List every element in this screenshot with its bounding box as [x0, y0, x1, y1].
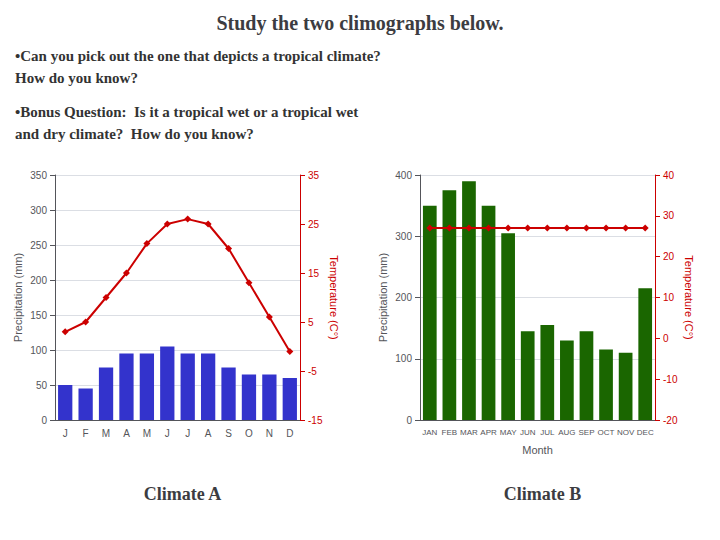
svg-text:0: 0	[41, 415, 47, 426]
svg-text:D: D	[286, 428, 293, 439]
svg-text:40: 40	[663, 170, 675, 181]
svg-text:0: 0	[663, 333, 669, 344]
svg-text:J: J	[63, 428, 68, 439]
svg-text:and dry climate? How do you k: and dry climate? How do you know?	[15, 126, 254, 142]
svg-text:N: N	[266, 428, 273, 439]
svg-text:200: 200	[395, 292, 412, 303]
svg-text:Climate B: Climate B	[504, 484, 581, 504]
svg-text:J: J	[165, 428, 170, 439]
svg-text:Precipitation (mm): Precipitation (mm)	[12, 253, 24, 342]
svg-text:A: A	[123, 428, 130, 439]
svg-text:•Bonus Question: Is it a trop: •Bonus Question: Is it a tropical wet or…	[15, 104, 358, 120]
svg-text:JAN: JAN	[422, 428, 437, 437]
svg-text:-5: -5	[308, 366, 317, 377]
svg-text:O: O	[245, 428, 253, 439]
svg-text:MAR: MAR	[460, 428, 478, 437]
svg-text:300: 300	[30, 205, 47, 216]
svg-text:F: F	[83, 428, 89, 439]
svg-text:30: 30	[663, 210, 675, 221]
svg-text:Climate A: Climate A	[144, 484, 221, 504]
svg-text:Temperature (C°): Temperature (C°)	[683, 255, 695, 339]
svg-text:JUL: JUL	[540, 428, 555, 437]
svg-text:M: M	[143, 428, 151, 439]
svg-text:DEC: DEC	[637, 428, 654, 437]
svg-text:100: 100	[30, 345, 47, 356]
svg-text:Precipitation (mm): Precipitation (mm)	[377, 253, 389, 342]
svg-text:350: 350	[30, 170, 47, 181]
svg-text:400: 400	[395, 170, 412, 181]
svg-text:JUN: JUN	[520, 428, 536, 437]
svg-text:-15: -15	[308, 415, 323, 426]
svg-text:15: 15	[308, 268, 320, 279]
svg-text:APR: APR	[480, 428, 497, 437]
svg-text:•Can you pick out the one that: •Can you pick out the one that depicts a…	[15, 48, 381, 64]
svg-text:J: J	[185, 428, 190, 439]
svg-text:FEB: FEB	[442, 428, 458, 437]
svg-text:SEP: SEP	[578, 428, 594, 437]
svg-text:NOV: NOV	[617, 428, 635, 437]
svg-text:300: 300	[395, 231, 412, 242]
svg-text:Temperature (C°): Temperature (C°)	[328, 255, 340, 339]
svg-text:5: 5	[308, 317, 314, 328]
svg-text:How do you know?: How do you know?	[15, 70, 138, 86]
svg-text:A: A	[205, 428, 212, 439]
svg-text:50: 50	[36, 380, 48, 391]
svg-text:25: 25	[308, 219, 320, 230]
svg-text:0: 0	[406, 415, 412, 426]
svg-text:100: 100	[395, 353, 412, 364]
svg-text:AUG: AUG	[558, 428, 575, 437]
svg-text:200: 200	[30, 275, 47, 286]
svg-text:OCT: OCT	[598, 428, 615, 437]
svg-text:-10: -10	[663, 374, 678, 385]
svg-text:20: 20	[663, 251, 675, 262]
svg-text:-20: -20	[663, 415, 678, 426]
svg-text:35: 35	[308, 170, 320, 181]
svg-text:M: M	[102, 428, 110, 439]
svg-text:Study the two climographs belo: Study the two climographs below.	[216, 12, 503, 35]
svg-text:150: 150	[30, 310, 47, 321]
svg-text:10: 10	[663, 292, 675, 303]
svg-text:MAY: MAY	[500, 428, 517, 437]
svg-text:S: S	[225, 428, 232, 439]
svg-text:250: 250	[30, 240, 47, 251]
svg-text:Month: Month	[522, 444, 553, 456]
